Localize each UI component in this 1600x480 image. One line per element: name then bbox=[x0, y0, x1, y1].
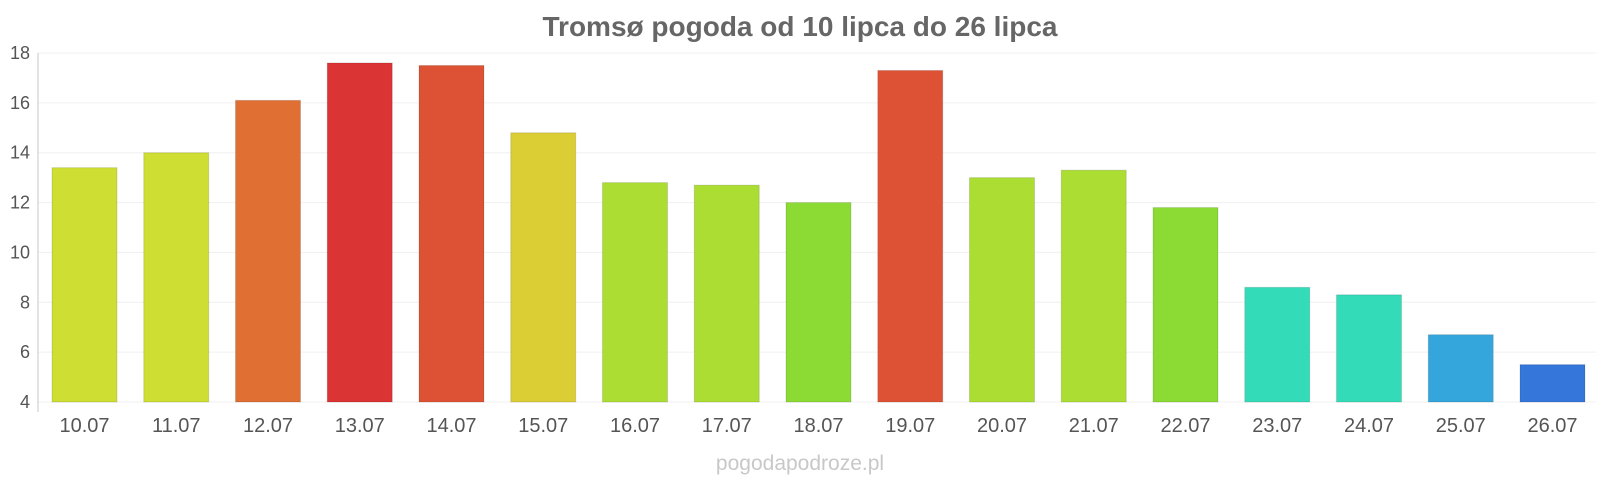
bar-11-07 bbox=[143, 152, 210, 403]
y-tick-label: 16 bbox=[10, 93, 30, 113]
y-tick-label: 14 bbox=[10, 143, 30, 163]
y-tick-label: 4 bbox=[20, 392, 30, 412]
x-tick-label: 25.07 bbox=[1436, 415, 1486, 437]
x-tick-label: 11.07 bbox=[152, 415, 201, 437]
bar-23-07 bbox=[1244, 286, 1311, 403]
x-tick-label: 16.07 bbox=[610, 415, 660, 437]
bar-26-07 bbox=[1519, 364, 1586, 403]
y-tick-label: 12 bbox=[10, 193, 30, 213]
x-tick-label: 21.07 bbox=[1069, 415, 1119, 437]
x-tick-label: 24.07 bbox=[1344, 415, 1394, 437]
x-tick-label: 20.07 bbox=[977, 415, 1027, 437]
watermark-text: pogodapodroze.pl bbox=[716, 452, 884, 475]
bar-16-07 bbox=[602, 182, 668, 403]
x-tick-label: 18.07 bbox=[793, 415, 843, 437]
x-tick-label: 17.07 bbox=[702, 415, 752, 437]
bar-25-07 bbox=[1427, 334, 1494, 403]
bar-17-07 bbox=[693, 184, 760, 403]
x-tick-label: 14.07 bbox=[426, 415, 476, 437]
bar-24-07 bbox=[1336, 294, 1402, 403]
bar-14-07 bbox=[418, 64, 485, 403]
y-tick-label: 10 bbox=[10, 242, 30, 262]
x-tick-label: 19.07 bbox=[885, 415, 935, 437]
axes: 4 6 8 10 12 14 16 18 10.07 11.07 12.07 13.07 14.07 15… bbox=[10, 43, 1578, 437]
bars bbox=[51, 62, 1586, 403]
x-tick-label: 26.07 bbox=[1527, 415, 1577, 437]
x-tick-label: 13.07 bbox=[335, 415, 385, 437]
bar-19-07 bbox=[877, 69, 944, 403]
bar-22-07 bbox=[1152, 207, 1219, 403]
y-tick-label: 8 bbox=[20, 292, 30, 312]
y-tick-label: 18 bbox=[10, 43, 30, 63]
bar-12-07 bbox=[235, 99, 301, 403]
bar-18-07 bbox=[785, 202, 852, 403]
bar-21-07 bbox=[1060, 169, 1127, 403]
x-tick-label: 22.07 bbox=[1160, 415, 1210, 437]
bar-13-07 bbox=[326, 62, 393, 403]
x-tick-label: 10.07 bbox=[59, 415, 109, 437]
bar-20-07 bbox=[969, 177, 1035, 403]
x-tick-label: 15.07 bbox=[518, 415, 568, 437]
chart-title: Tromsø pogoda od 10 lipca do 26 lipca bbox=[543, 11, 1058, 42]
bar-15-07 bbox=[510, 132, 577, 403]
x-tick-label: 23.07 bbox=[1252, 415, 1302, 437]
y-tick-label: 6 bbox=[20, 342, 30, 362]
bar-10-07 bbox=[51, 167, 118, 403]
x-tick-label: 12.07 bbox=[243, 415, 293, 437]
